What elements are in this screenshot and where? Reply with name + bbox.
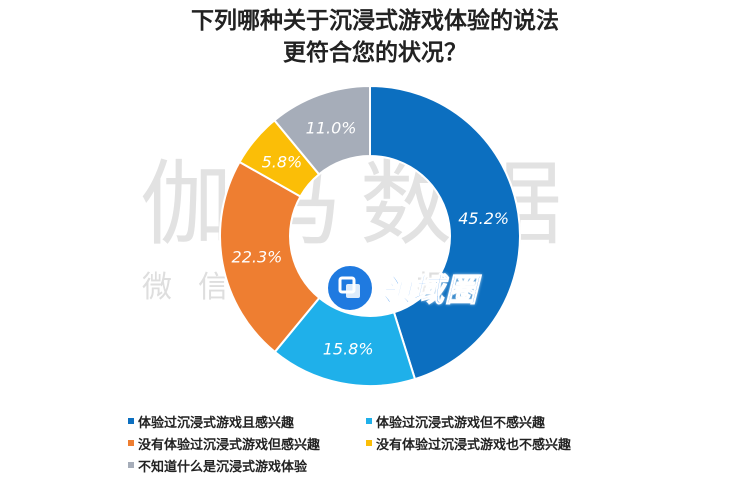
donut-slice: [219, 160, 321, 354]
donut-slice: [369, 84, 521, 381]
logo-badge-icon: [325, 263, 375, 313]
legend-swatch: [128, 440, 134, 446]
legend-label: 不知道什么是沉浸式游戏体验: [138, 459, 308, 475]
legend-swatch: [128, 462, 134, 468]
slice-value-label: 45.2%: [458, 209, 509, 228]
legend-label: 没有体验过沉浸式游戏但感兴趣: [138, 437, 321, 453]
legend-item: 没有体验过沉浸式游戏也不感兴趣: [366, 434, 604, 453]
logo: 领域圈: [325, 262, 478, 314]
legend-label: 体验过沉浸式游戏但不感兴趣: [376, 415, 546, 431]
chart-title-line-1: 下列哪种关于沉浸式游戏体验的说法: [191, 8, 559, 34]
logo-text: 领域圈: [378, 271, 479, 310]
legend-swatch: [366, 440, 372, 446]
slice-value-label: 22.3%: [232, 247, 283, 266]
donut-slice: [273, 84, 371, 176]
slice-value-label: 5.8%: [262, 153, 303, 172]
legend-item: 体验过沉浸式游戏且感兴趣: [128, 412, 366, 431]
legend-label: 没有体验过沉浸式游戏也不感兴趣: [376, 437, 572, 453]
legend-label: 体验过沉浸式游戏且感兴趣: [138, 415, 295, 431]
legend-item: 没有体验过沉浸式游戏但感兴趣: [128, 434, 366, 453]
legend-swatch: [128, 418, 134, 424]
legend-swatch: [366, 418, 372, 424]
slice-value-label: 15.8%: [323, 339, 374, 358]
slice-value-label: 11.0%: [306, 118, 357, 137]
chart-title-line-2: 更符合您的状况？: [283, 40, 467, 66]
legend-item: 体验过沉浸式游戏但不感兴趣: [366, 412, 604, 431]
chart-legend: 体验过沉浸式游戏且感兴趣 体验过沉浸式游戏但不感兴趣 没有体验过沉浸式游戏但感兴…: [128, 410, 648, 476]
legend-item: 不知道什么是沉浸式游戏体验: [128, 456, 366, 475]
